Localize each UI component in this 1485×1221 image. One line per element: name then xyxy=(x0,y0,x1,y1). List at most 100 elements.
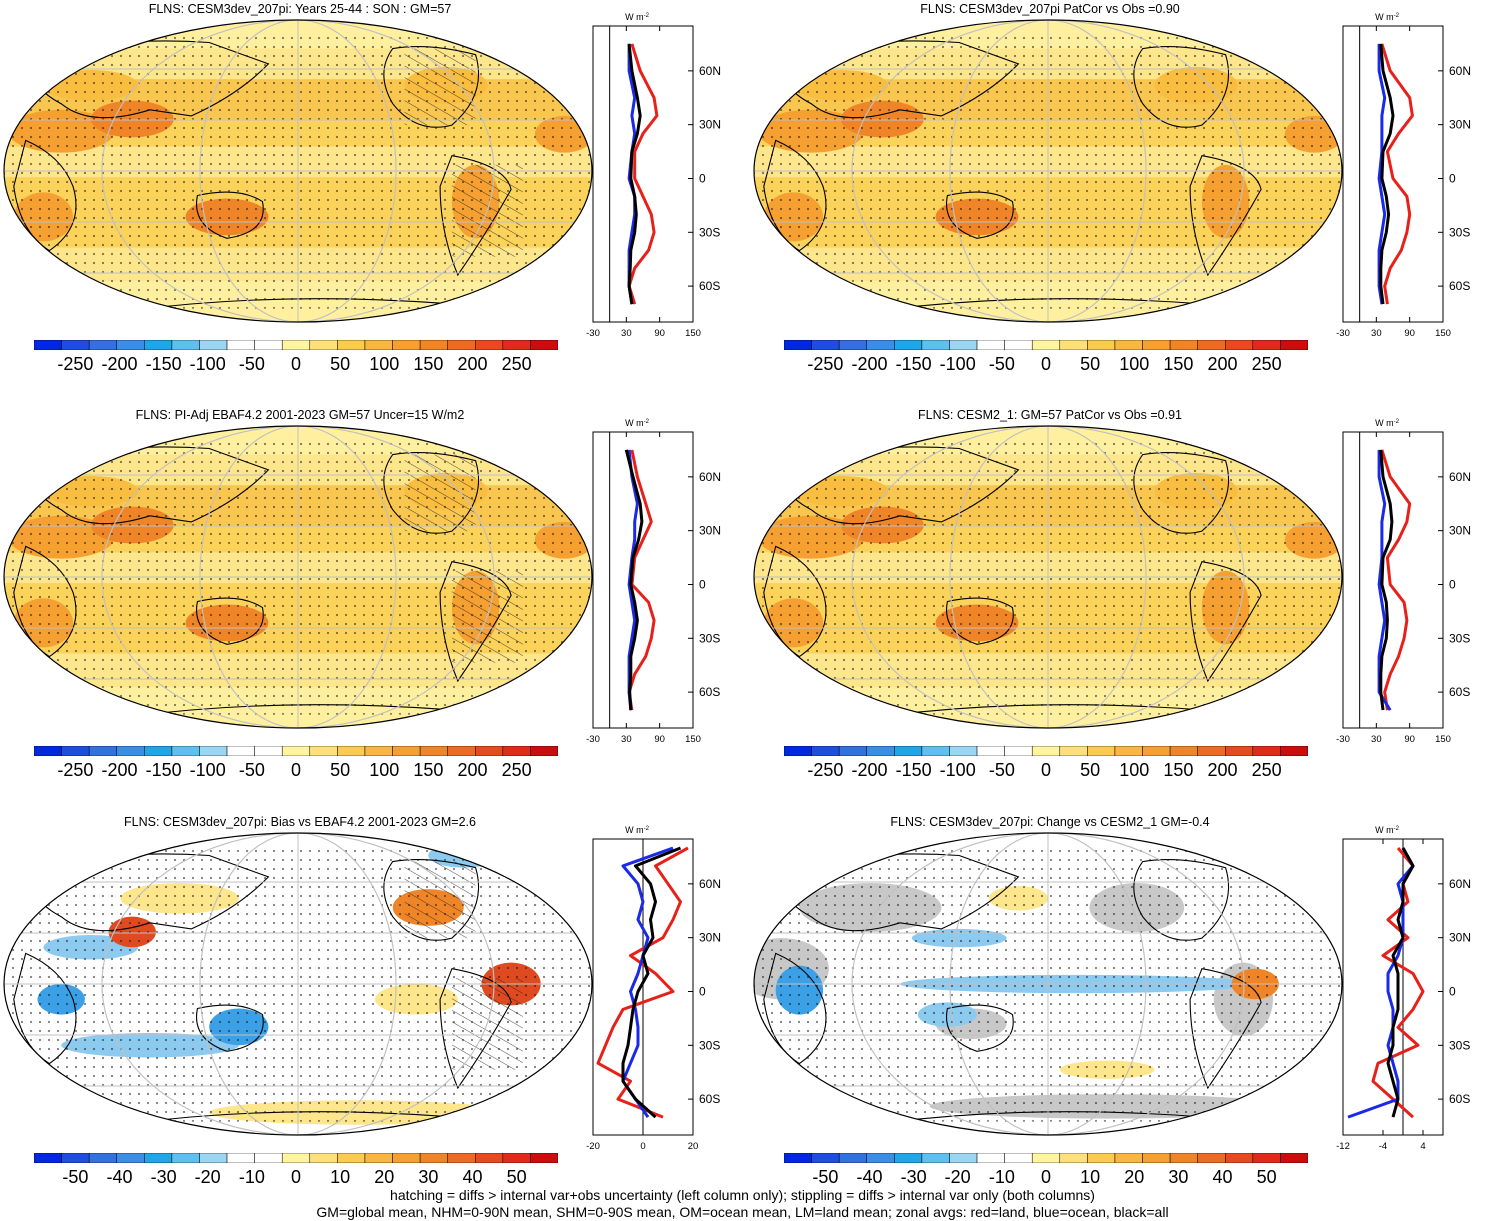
colorbar-cell xyxy=(1142,340,1171,350)
colorbar-label: 150 xyxy=(1163,760,1194,780)
colorbar-cell xyxy=(1169,746,1198,756)
colorbar-cell xyxy=(337,340,366,350)
colorbar-cell xyxy=(144,746,173,756)
map-border xyxy=(753,19,1343,323)
zonal-x-label: 30 xyxy=(1371,734,1382,745)
colorbar-cell xyxy=(784,340,812,350)
zonal-ocean-line xyxy=(1377,449,1392,711)
colorbar-2: -250 -200 -150 -100 -50 0 50 100 150 200 250 xyxy=(784,340,1308,380)
colorbar-label: 50 xyxy=(330,760,351,780)
colorbar-cell xyxy=(866,340,895,350)
colorbar-cell xyxy=(894,340,923,350)
footer-note: hatching = diffs > internal var+obs unce… xyxy=(0,1187,1485,1221)
zonal-lat-label: 30S xyxy=(1449,1038,1470,1052)
colorbar-label: 0 xyxy=(1040,1167,1052,1187)
colorbar-cell xyxy=(144,1153,173,1163)
colorbar-cell xyxy=(784,746,812,756)
colorbar-cell xyxy=(419,1153,448,1163)
zonal-x-label: 20 xyxy=(688,1141,699,1152)
colorbar-cell xyxy=(502,1153,531,1163)
panel-title-1: FLNS: CESM3dev_207pi: Years 25-44 : SON … xyxy=(148,2,452,16)
colorbar-strip xyxy=(784,1153,1308,1163)
colorbar-cell xyxy=(1142,746,1171,756)
graticule xyxy=(4,20,592,322)
zonal-lat-label: 60S xyxy=(699,685,720,699)
colorbar-label: -100 xyxy=(189,760,226,780)
zonal-land-line xyxy=(1380,449,1412,711)
colorbar-cell xyxy=(447,340,476,350)
colorbar-cell xyxy=(337,746,366,756)
colorbar-label: 250 xyxy=(1251,760,1282,780)
colorbar-cell xyxy=(88,340,117,350)
zonal-lat-label: 30N xyxy=(699,118,721,132)
colorbar-cell xyxy=(199,746,228,756)
panel-title-2: FLNS: CESM3dev_207pi PatCor vs Obs =0.90 xyxy=(920,2,1180,16)
zonal-ocean-line xyxy=(627,449,639,711)
zonal-lat-label: 0 xyxy=(1449,984,1456,998)
map-panel-5 xyxy=(3,832,593,1136)
colorbar-cell xyxy=(530,746,558,756)
zonal-x-label: 150 xyxy=(685,328,701,339)
colorbar-cell xyxy=(144,340,173,350)
zonal-lat-label: 30N xyxy=(1449,118,1471,132)
zonal-lat-label: 30N xyxy=(1449,931,1471,945)
colorbar-label: 100 xyxy=(369,760,400,780)
map-border xyxy=(753,832,1343,1136)
colorbar-cell xyxy=(281,340,311,350)
map-panel-1 xyxy=(3,19,593,323)
zonal-lat-label: 30S xyxy=(699,631,720,645)
graticule xyxy=(4,426,592,728)
colorbar-label: -150 xyxy=(145,760,182,780)
colorbar-label: 0 xyxy=(290,760,302,780)
colorbar-cell xyxy=(34,340,62,350)
colorbar-label: -150 xyxy=(895,354,932,374)
colorbar-6: -50 -40 -30 -20 -10 0 10 20 30 40 50 xyxy=(784,1153,1308,1193)
panel-title-6: FLNS: CESM3dev_207pi: Change vs CESM2_1 … xyxy=(890,815,1210,829)
colorbar-cell xyxy=(1059,746,1088,756)
colorbar-cell xyxy=(976,340,1005,350)
colorbar-3: -250 -200 -150 -100 -50 0 50 100 150 200 250 xyxy=(34,746,558,786)
zonal-x-label: 90 xyxy=(654,734,665,745)
zonal-land-line xyxy=(627,449,656,711)
colorbar-cell xyxy=(392,340,421,350)
colorbar-cell xyxy=(364,746,393,756)
colorbar-cell xyxy=(1087,746,1116,756)
colorbar-cell xyxy=(894,1153,923,1163)
colorbar-cell xyxy=(866,1153,895,1163)
colorbar-label: 20 xyxy=(374,1167,395,1187)
colorbar-label: -250 xyxy=(807,760,844,780)
colorbar-label: 30 xyxy=(1168,1167,1189,1187)
colorbar-cell xyxy=(364,1153,393,1163)
colorbar-label: -250 xyxy=(57,760,94,780)
colorbar-cell xyxy=(1087,340,1116,350)
zonal-plot-4: W m-2 60N 30N 0 30S 60S -30 30 90 150 xyxy=(1336,418,1471,745)
colorbar-label: 150 xyxy=(413,760,444,780)
colorbar-label: -40 xyxy=(106,1167,133,1187)
colorbar-label: -20 xyxy=(194,1167,221,1187)
colorbar-label: 100 xyxy=(369,354,400,374)
colorbar-cell xyxy=(502,746,531,756)
colorbar-cell xyxy=(1087,1153,1116,1163)
colorbar-cell xyxy=(1169,1153,1198,1163)
colorbar-label: 250 xyxy=(501,760,532,780)
colorbar-cell xyxy=(1114,746,1143,756)
colorbar-cell xyxy=(811,746,840,756)
colorbar-label: 30 xyxy=(418,1167,439,1187)
colorbar-label: 0 xyxy=(290,1167,302,1187)
zonal-x-label: 90 xyxy=(654,328,665,339)
colorbar-cell xyxy=(921,746,950,756)
colorbar-cell xyxy=(254,340,283,350)
colorbar-label: 0 xyxy=(1040,354,1052,374)
zonal-frame xyxy=(1342,25,1444,323)
zonal-lat-label: 60S xyxy=(1449,1092,1470,1106)
zonal-x-label: 90 xyxy=(1404,734,1415,745)
colorbar-cell xyxy=(838,746,867,756)
zonal-lat-label: 30S xyxy=(699,1038,720,1052)
colorbar-cell xyxy=(61,340,90,350)
colorbar-strip xyxy=(34,746,558,756)
zonal-all-line xyxy=(1379,43,1395,305)
colorbar-cell xyxy=(976,746,1005,756)
colorbar-cell xyxy=(1031,1153,1061,1163)
colorbar-cell xyxy=(226,340,255,350)
colorbar-cell xyxy=(254,746,283,756)
